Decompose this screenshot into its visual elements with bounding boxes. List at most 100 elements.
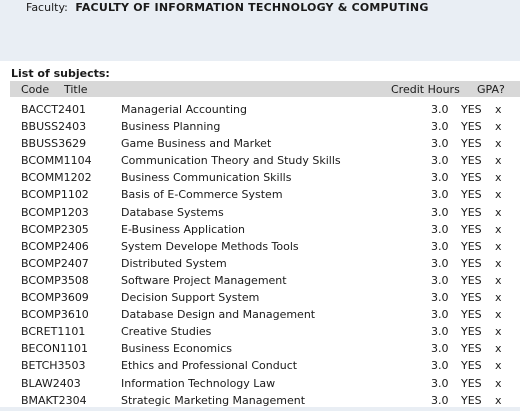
subject-title: Game Business and Market bbox=[121, 137, 272, 151]
subject-code: BCOMP3508 bbox=[21, 273, 89, 287]
spacer bbox=[0, 18, 520, 36]
credit-hours: 3.0 bbox=[431, 222, 449, 236]
subject-title: Database Design and Management bbox=[121, 308, 316, 322]
subject-code: BCOMM1104 bbox=[21, 154, 92, 168]
remove-subject-button[interactable]: x bbox=[495, 205, 502, 219]
gpa-flag: YES bbox=[461, 308, 482, 322]
gpa-flag: YES bbox=[461, 222, 482, 236]
subject-code: BECON1101 bbox=[21, 342, 89, 356]
remove-subject-button[interactable]: x bbox=[495, 222, 502, 236]
faculty-label: Faculty: bbox=[26, 1, 68, 14]
remove-subject-button[interactable]: x bbox=[495, 256, 502, 270]
subject-title: System Develope Methods Tools bbox=[121, 239, 299, 253]
gpa-flag: YES bbox=[461, 291, 482, 305]
remove-subject-button[interactable]: x bbox=[495, 154, 502, 168]
table-row: BBUSS2403 Business Planning 3.0 YES x bbox=[0, 120, 520, 137]
gpa-flag: YES bbox=[461, 137, 482, 151]
subject-title: E-Business Application bbox=[121, 222, 245, 236]
credit-hours: 3.0 bbox=[431, 171, 449, 185]
subject-code: BCOMP2406 bbox=[21, 239, 89, 253]
remove-subject-button[interactable]: x bbox=[495, 273, 502, 287]
credit-hours: 3.0 bbox=[431, 273, 449, 287]
table-row: BMAKT2304 Strategic Marketing Management 3… bbox=[0, 394, 520, 411]
gpa-flag: YES bbox=[461, 325, 482, 339]
subject-code: BCOMP1102 bbox=[21, 188, 89, 202]
table-row: BCOMP2407 Distributed System 3.0 YES x bbox=[0, 257, 520, 274]
table-row: BCOMM1104 Communication Theory and Study … bbox=[0, 154, 520, 171]
remove-subject-button[interactable]: x bbox=[495, 376, 502, 390]
subject-code: BMAKT2304 bbox=[21, 393, 87, 407]
remove-subject-button[interactable]: x bbox=[495, 342, 502, 356]
remove-subject-button[interactable]: x bbox=[495, 103, 502, 116]
gpa-flag: YES bbox=[461, 273, 482, 287]
faculty-line: Faculty: FACULTY OF INFORMATION TECHNOLO… bbox=[26, 1, 429, 14]
gpa-flag: YES bbox=[461, 171, 482, 185]
table-row: BCOMP2305 E-Business Application 3.0 YES x bbox=[0, 223, 520, 240]
credit-hours: 3.0 bbox=[431, 342, 449, 356]
subject-title: Ethics and Professional Conduct bbox=[121, 359, 298, 373]
credit-hours: 3.0 bbox=[431, 103, 449, 116]
subject-code: BCOMP2305 bbox=[21, 222, 89, 236]
table-row: BECON1101 Business Economics 3.0 YES x bbox=[0, 342, 520, 359]
credit-hours: 3.0 bbox=[431, 359, 449, 373]
gpa-flag: YES bbox=[461, 154, 482, 168]
credit-hours: 3.0 bbox=[431, 325, 449, 339]
credit-hours: 3.0 bbox=[431, 256, 449, 270]
subject-title: Creative Studies bbox=[121, 325, 212, 339]
gpa-flag: YES bbox=[461, 342, 482, 356]
subject-title: Basis of E-Commerce System bbox=[121, 188, 283, 202]
remove-subject-button[interactable]: x bbox=[495, 359, 502, 373]
credit-hours: 3.0 bbox=[431, 308, 449, 322]
credit-hours: 3.0 bbox=[431, 393, 449, 407]
header-gpa: GPA? bbox=[477, 83, 505, 96]
table-row: BLAW2403 Information Technology Law 3.0 YES… bbox=[0, 377, 520, 394]
gpa-flag: YES bbox=[461, 359, 482, 373]
credit-hours: 3.0 bbox=[431, 291, 449, 305]
remove-subject-button[interactable]: x bbox=[495, 291, 502, 305]
gpa-flag: YES bbox=[461, 205, 482, 219]
gpa-flag: YES bbox=[461, 103, 482, 116]
gpa-flag: YES bbox=[461, 188, 482, 202]
list-title: List of subjects: bbox=[11, 67, 110, 80]
credit-hours: 3.0 bbox=[431, 137, 449, 151]
remove-subject-button[interactable]: x bbox=[495, 393, 502, 407]
table-row: BCOMP3508 Software Project Management 3.0 Y… bbox=[0, 274, 520, 291]
table-row: BCOMM1202 Business Communication Skills 3.… bbox=[0, 171, 520, 188]
table-row: BCOMP3610 Database Design and Management 3… bbox=[0, 308, 520, 325]
table-row: BETCH3503 Ethics and Professional Conduct… bbox=[0, 359, 520, 376]
subject-code: BCRET1101 bbox=[21, 325, 86, 339]
subject-title: Database Systems bbox=[121, 205, 224, 219]
remove-subject-button[interactable]: x bbox=[495, 171, 502, 185]
credit-hours: 3.0 bbox=[431, 120, 449, 134]
remove-subject-button[interactable]: x bbox=[495, 120, 502, 134]
gpa-flag: YES bbox=[461, 120, 482, 134]
remove-subject-button[interactable]: x bbox=[495, 308, 502, 322]
gpa-flag: YES bbox=[461, 376, 482, 390]
subject-code: BCOMP3610 bbox=[21, 308, 89, 322]
table-row: BACCT2401 Managerial Accounting 3.0 YES x bbox=[0, 103, 520, 120]
table-row: BCOMP2406 System Develope Methods Tools 3.… bbox=[0, 240, 520, 257]
credit-hours: 3.0 bbox=[431, 239, 449, 253]
table-row: BCOMP1102 Basis of E-Commerce System 3.0 YE… bbox=[0, 188, 520, 205]
remove-subject-button[interactable]: x bbox=[495, 239, 502, 253]
subject-title: Business Economics bbox=[121, 342, 232, 356]
subject-code: BCOMP2407 bbox=[21, 256, 89, 270]
credit-hours: 3.0 bbox=[431, 376, 449, 390]
remove-subject-button[interactable]: x bbox=[495, 325, 502, 339]
subject-title: Information Technology Law bbox=[121, 376, 276, 390]
subject-title: Managerial Accounting bbox=[121, 103, 247, 116]
remove-subject-button[interactable]: x bbox=[495, 188, 502, 202]
subject-title: Business Communication Skills bbox=[121, 171, 292, 185]
subject-list-panel: List of subjects: Code Title Credit Hour… bbox=[0, 61, 520, 407]
subject-title: Decision Support System bbox=[121, 291, 260, 305]
subject-code: BETCH3503 bbox=[21, 359, 86, 373]
subject-title: Strategic Marketing Management bbox=[121, 393, 306, 407]
header-title: Title bbox=[64, 83, 88, 96]
table-row: BCOMP3609 Decision Support System 3.0 YES x bbox=[0, 291, 520, 308]
table-row: BCRET1101 Creative Studies 3.0 YES x bbox=[0, 325, 520, 342]
subject-code: BBUSS3629 bbox=[21, 137, 87, 151]
header-code: Code bbox=[21, 83, 50, 96]
gpa-flag: YES bbox=[461, 239, 482, 253]
remove-subject-button[interactable]: x bbox=[495, 137, 502, 151]
gpa-flag: YES bbox=[461, 256, 482, 270]
